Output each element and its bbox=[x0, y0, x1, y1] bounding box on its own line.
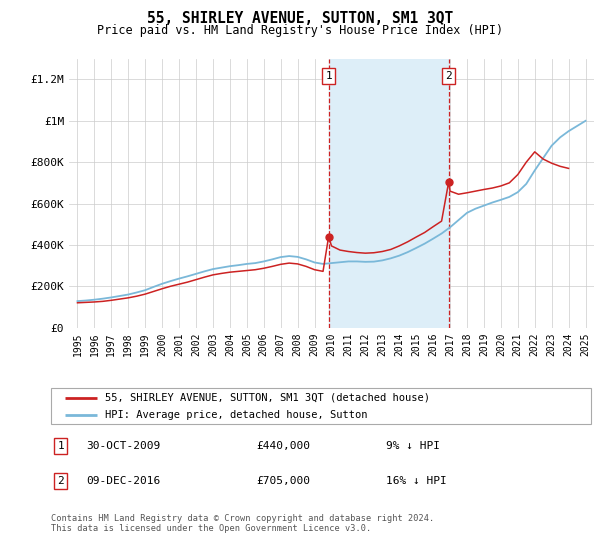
Text: 9% ↓ HPI: 9% ↓ HPI bbox=[386, 441, 440, 451]
Text: 2: 2 bbox=[445, 71, 452, 81]
Text: 1: 1 bbox=[325, 71, 332, 81]
Text: 09-DEC-2016: 09-DEC-2016 bbox=[86, 476, 160, 486]
Text: 30-OCT-2009: 30-OCT-2009 bbox=[86, 441, 160, 451]
Text: £705,000: £705,000 bbox=[256, 476, 310, 486]
Text: 16% ↓ HPI: 16% ↓ HPI bbox=[386, 476, 446, 486]
Text: HPI: Average price, detached house, Sutton: HPI: Average price, detached house, Sutt… bbox=[105, 410, 367, 421]
Bar bbox=[329, 59, 449, 328]
Text: 1: 1 bbox=[58, 441, 64, 451]
Text: 55, SHIRLEY AVENUE, SUTTON, SM1 3QT (detached house): 55, SHIRLEY AVENUE, SUTTON, SM1 3QT (det… bbox=[105, 393, 430, 403]
Text: Price paid vs. HM Land Registry's House Price Index (HPI): Price paid vs. HM Land Registry's House … bbox=[97, 24, 503, 37]
Text: 55, SHIRLEY AVENUE, SUTTON, SM1 3QT: 55, SHIRLEY AVENUE, SUTTON, SM1 3QT bbox=[147, 11, 453, 26]
Text: £440,000: £440,000 bbox=[256, 441, 310, 451]
Text: 2: 2 bbox=[58, 476, 64, 486]
Text: Contains HM Land Registry data © Crown copyright and database right 2024.
This d: Contains HM Land Registry data © Crown c… bbox=[51, 514, 434, 534]
FancyBboxPatch shape bbox=[51, 388, 591, 424]
